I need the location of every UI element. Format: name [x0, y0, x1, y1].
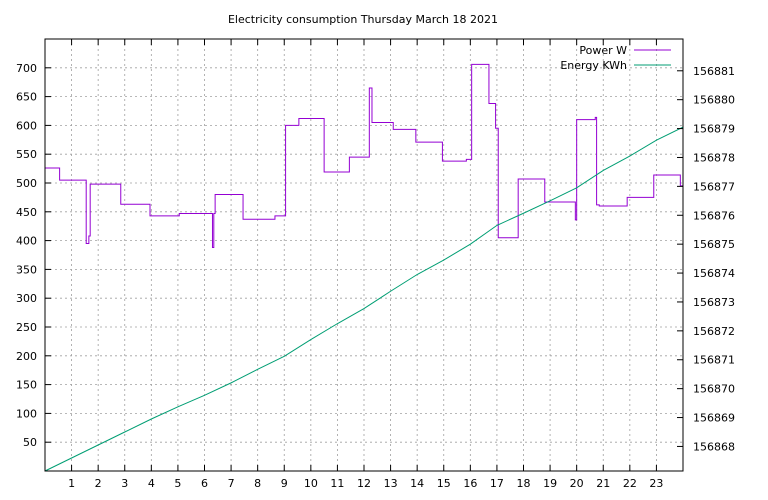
- y-tick-label: 400: [16, 235, 37, 248]
- x-tick-label: 3: [121, 477, 128, 490]
- x-tick-label: 21: [596, 477, 610, 490]
- x-tick-label: 22: [623, 477, 637, 490]
- legend-label: Energy KWh: [560, 59, 627, 72]
- x-tick-label: 15: [437, 477, 451, 490]
- x-tick-label: 13: [384, 477, 398, 490]
- y-tick-label: 700: [16, 62, 37, 75]
- y2-tick-label: 156873: [693, 296, 735, 309]
- x-tick-label: 14: [410, 477, 424, 490]
- x-tick-label: 19: [543, 477, 557, 490]
- y2-tick-label: 156872: [693, 325, 735, 338]
- legend-label: Power W: [579, 44, 627, 57]
- y2-tick-label: 156875: [693, 238, 735, 251]
- x-tick-label: 20: [570, 477, 584, 490]
- axes-layer: 1 2 3 4 5 6 7 8 9 10 11 12 13 14 15 16 17 18 19 20 21 22 23501…: [16, 38, 735, 490]
- x-tick-label: 23: [649, 477, 663, 490]
- y-tick-label: 50: [23, 436, 37, 449]
- y-tick-label: 200: [16, 350, 37, 363]
- series-layer: [44, 63, 684, 472]
- x-tick-label: 12: [357, 477, 371, 490]
- y-tick-label: 550: [16, 148, 37, 161]
- y-tick-label: 600: [16, 119, 37, 132]
- legend: Power W Energy KWh: [560, 44, 671, 72]
- y2-tick-label: 156881: [693, 65, 735, 78]
- y2-tick-label: 156871: [693, 354, 735, 367]
- y2-tick-label: 156878: [693, 151, 735, 164]
- series-line-power-w: [45, 63, 683, 249]
- y-tick-label: 450: [16, 206, 37, 219]
- y-tick-label: 500: [16, 177, 37, 190]
- y-tick-label: 100: [16, 407, 37, 420]
- y2-tick-label: 156868: [693, 440, 735, 453]
- x-tick-label: 5: [174, 477, 181, 490]
- grid-layer: [45, 39, 683, 471]
- y2-tick-label: 156870: [693, 383, 735, 396]
- x-tick-label: 4: [148, 477, 155, 490]
- y-tick-label: 650: [16, 91, 37, 104]
- y2-tick-label: 156869: [693, 412, 735, 425]
- x-tick-label: 7: [228, 477, 235, 490]
- y2-tick-label: 156874: [693, 267, 735, 280]
- x-tick-label: 1: [68, 477, 75, 490]
- y-tick-label: 300: [16, 292, 37, 305]
- series-line-energy-kwh: [44, 126, 684, 472]
- y-tick-label: 350: [16, 263, 37, 276]
- y-tick-label: 150: [16, 379, 37, 392]
- x-tick-label: 2: [95, 477, 102, 490]
- x-tick-label: 9: [281, 477, 288, 490]
- x-tick-label: 17: [490, 477, 504, 490]
- x-tick-label: 11: [330, 477, 344, 490]
- y2-tick-label: 156876: [693, 209, 735, 222]
- x-tick-label: 18: [517, 477, 531, 490]
- y2-tick-label: 156879: [693, 123, 735, 136]
- chart-title: Electricity consumption Thursday March 1…: [228, 13, 498, 26]
- x-tick-label: 8: [254, 477, 261, 490]
- x-tick-label: 6: [201, 477, 208, 490]
- y2-tick-label: 156880: [693, 94, 735, 107]
- x-tick-label: 16: [463, 477, 477, 490]
- y2-tick-label: 156877: [693, 180, 735, 193]
- y-tick-label: 250: [16, 321, 37, 334]
- x-tick-label: 10: [304, 477, 318, 490]
